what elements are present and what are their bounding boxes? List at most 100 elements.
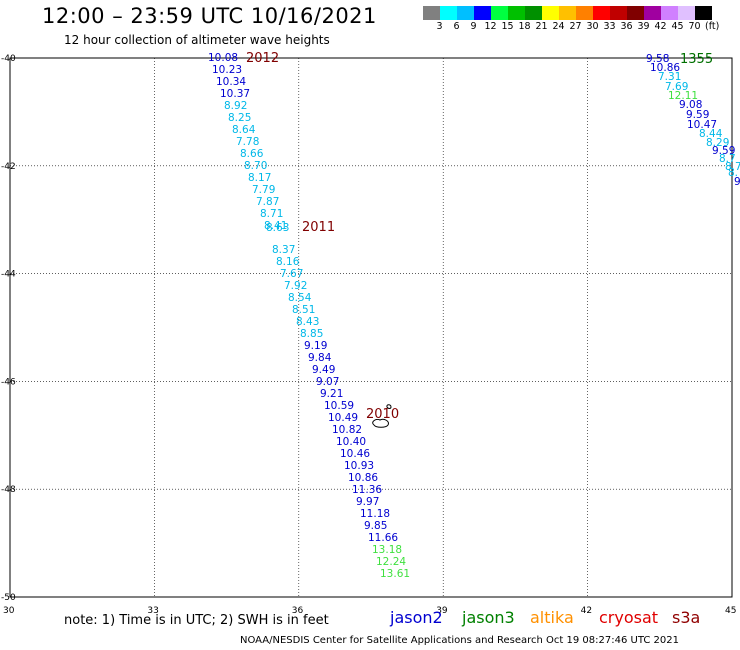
wave-height-value: 10.59	[324, 400, 354, 412]
scale-label: 42	[654, 21, 667, 32]
island-outline	[386, 404, 392, 409]
wave-height-value: 7.67	[280, 268, 303, 280]
lat-tick-label: -48	[1, 485, 16, 495]
wave-height-value: 8.64	[232, 124, 256, 136]
scale-label: 9	[470, 21, 477, 32]
scale-swatch	[491, 6, 508, 20]
lon-tick-label: 45	[725, 606, 736, 616]
wave-height-value: 9.97	[356, 496, 379, 508]
wave-height-value: 8.41	[264, 220, 287, 232]
scale-swatch	[576, 6, 593, 20]
lat-tick-label: -50	[1, 593, 16, 603]
map-subtitle: 12 hour collection of altimeter wave hei…	[64, 33, 330, 47]
wave-height-value: 9.49	[312, 364, 335, 376]
scale-label: 33	[603, 21, 616, 32]
scale-label: 3	[436, 21, 443, 32]
wave-height-value: 10.23	[212, 64, 242, 76]
satellite-altika: altika	[530, 608, 574, 627]
pass-time-label: 2012	[246, 51, 279, 66]
scale-swatch	[440, 6, 457, 20]
wave-height-value: 10.82	[332, 424, 362, 436]
scale-swatch	[525, 6, 542, 20]
wave-height-value: 9.58	[646, 53, 669, 65]
wave-height-value: 13.61	[380, 568, 410, 580]
wave-height-value: 8.	[728, 167, 738, 179]
scale-swatch	[474, 6, 491, 20]
scale-swatch	[423, 6, 440, 20]
lat-tick-label: -40	[1, 54, 16, 64]
scale-label: 15	[501, 21, 514, 32]
scale-label: 27	[569, 21, 582, 32]
lat-tick-label: -44	[1, 270, 16, 280]
scale-label: 39	[637, 21, 650, 32]
note-text: note: 1) Time is in UTC; 2) SWH is in fe…	[64, 613, 329, 628]
scale-label: 30	[586, 21, 599, 32]
scale-label: 12	[484, 21, 497, 32]
scale-swatch	[678, 6, 695, 20]
wave-height-value: 10.86	[348, 472, 378, 484]
wave-height-value: 9.19	[304, 340, 327, 352]
wave-height-value: 8.92	[224, 100, 247, 112]
pass-time-label: 2011	[302, 220, 335, 235]
wave-height-value: 8.51	[292, 304, 315, 316]
wave-height-value: 7.79	[252, 184, 275, 196]
wave-height-value: 9.07	[316, 376, 339, 388]
pass-time-label: 2010	[366, 407, 399, 422]
wave-height-value: 8.66	[240, 148, 264, 160]
wave-height-value: 8.25	[228, 112, 251, 124]
island-outline	[372, 418, 389, 428]
wave-height-value: 9.08	[679, 99, 702, 111]
wave-height-value: 8.29	[706, 137, 729, 149]
wave-height-value: 10.34	[216, 76, 246, 88]
wave-height-value: 8.16	[276, 256, 300, 268]
scale-swatch	[661, 6, 678, 20]
wave-height-value: 8.43	[296, 316, 319, 328]
wave-height-value: 8.85	[300, 328, 323, 340]
wave-height-value: 8.37	[272, 244, 295, 256]
scale-swatch	[644, 6, 661, 20]
satellite-jason3: jason3	[462, 608, 515, 627]
scale-swatch	[559, 6, 576, 20]
scale-swatch	[627, 6, 644, 20]
wave-height-value: 10.86	[650, 62, 680, 74]
wave-height-value: 7.78	[236, 136, 259, 148]
wave-height-value: 8.7	[719, 153, 736, 165]
wave-height-color-scale	[423, 6, 712, 20]
scale-swatch	[610, 6, 627, 20]
wave-height-value: 10.08	[208, 52, 238, 64]
wave-height-value: 7.31	[658, 71, 681, 83]
wave-height-value: 11.36	[352, 484, 382, 496]
scale-label: 6	[453, 21, 460, 32]
lat-tick-label: -42	[1, 162, 16, 172]
wave-height-value: 9.59	[712, 145, 735, 157]
lon-tick-label: 30	[3, 606, 15, 616]
scale-swatch	[508, 6, 525, 20]
map-frame	[9, 57, 733, 598]
lon-tick-label: 42	[581, 606, 592, 616]
color-scale-labels: 3 6 9 12 15 18 21 24 27 30 33 36 39 42 45 70 (ft)	[423, 21, 729, 32]
wave-height-value: 7.87	[256, 196, 279, 208]
wave-height-value: 13.18	[372, 544, 402, 556]
satellite-cryosat: cryosat	[599, 608, 659, 627]
lon-tick-label: 36	[292, 606, 304, 616]
scale-label: 36	[620, 21, 633, 32]
wave-height-value: 8.71	[260, 208, 283, 220]
satellite-jason2: jason2	[390, 608, 443, 627]
satellite-s3a: s3a	[672, 608, 701, 627]
scale-swatch	[542, 6, 559, 20]
scale-label: 21	[535, 21, 548, 32]
wave-height-value: 8.70	[244, 160, 267, 172]
wave-height-value: 11.66	[368, 532, 398, 544]
scale-label: 70	[688, 21, 701, 32]
scale-unit: (ft)	[705, 21, 720, 32]
wave-height-value: 8.17	[248, 172, 271, 184]
lat-tick-label: -46	[1, 377, 16, 387]
wave-height-value: 11.18	[360, 508, 390, 520]
scale-label: 45	[671, 21, 684, 32]
wave-height-value: 9.84	[308, 352, 332, 364]
scale-label: 24	[552, 21, 565, 32]
wave-height-value: 9.59	[686, 109, 709, 121]
scale-swatch	[457, 6, 474, 20]
wave-height-value: 8.63	[266, 222, 289, 234]
wave-height-value: 10.49	[328, 412, 358, 424]
